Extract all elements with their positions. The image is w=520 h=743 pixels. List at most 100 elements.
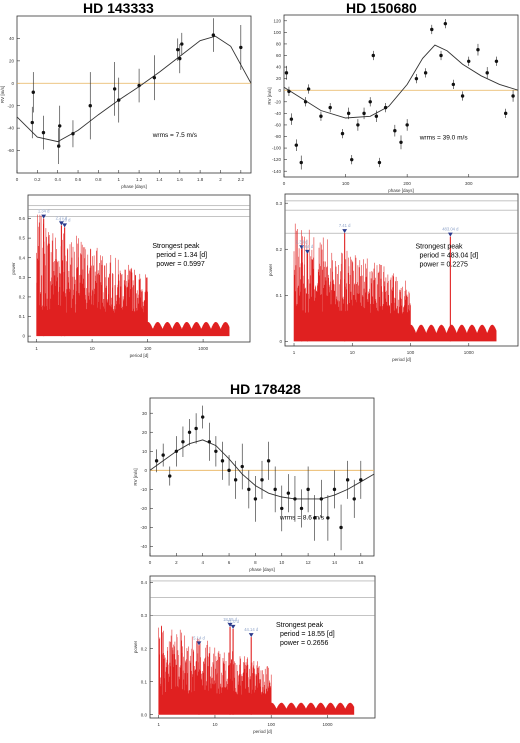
pg178428-info-line: power = 0.2656 (280, 640, 329, 647)
rv178428-data-point (306, 466, 310, 513)
pg150680-xtick-label: 1000 (464, 350, 475, 355)
rv150680-data-point (287, 86, 291, 96)
pg150680-peak-marker (299, 245, 305, 250)
rv150680-axes: 0 100 200 300 -140 -120 -100 -80 -60 -40 -20 0 20 40 6… (267, 14, 519, 193)
pg178428-xtick-label: 1 (157, 722, 160, 727)
pg178428-ytick-label: 0.0 (141, 712, 148, 717)
pg143333-xtick-label: 1000 (198, 346, 209, 351)
pg178428-xtick-label: 10 (212, 722, 218, 727)
rv150680-data-point (294, 139, 299, 151)
pg143333-ytick-label: 0.6 (19, 216, 26, 221)
pg150680-xtick-label: 1 (293, 350, 296, 355)
rv143333-ytick-label: 0 (11, 81, 14, 86)
rv178428-ytick-label: -40 (140, 544, 147, 549)
pg143333-periodogram (36, 214, 230, 337)
pg150680-peak-marker (342, 229, 348, 234)
rv150680-data-point (399, 135, 403, 150)
rv150680-ytick-label: -40 (274, 111, 281, 116)
rv150680-data-point (511, 90, 515, 102)
rv178428-data-point (266, 441, 271, 480)
pg178428-peak-marker (227, 622, 233, 627)
rv178428-xtick-label: 14 (332, 560, 338, 565)
rv150680-data-point (393, 124, 397, 137)
pg143333-xtick-label: 10 (90, 346, 96, 351)
pg150680-peak-label: 483.04 d (442, 227, 459, 232)
rv150680-data-point (306, 84, 311, 94)
rv150680-data-point (383, 102, 388, 113)
rv143333-xtick-label: 0.6 (75, 177, 82, 182)
pg143333-frame (27, 194, 251, 343)
pg143333-peak-marker (41, 214, 47, 219)
pg143333-xtick-label: 100 (144, 346, 152, 351)
rv150680-ytick-label: -20 (274, 99, 281, 104)
pg150680-peak-label: 1.33 d (296, 239, 308, 244)
pg178428-info-line: period = 18.55 [d] (280, 631, 335, 638)
rv178428-xtick-label: 10 (279, 560, 285, 565)
pg178428-xlabel: period [d] (253, 729, 272, 734)
pg143333-ytick-label: 0.3 (19, 275, 26, 280)
rv150680-data-point (340, 128, 345, 139)
rv178428-wrms-annotation: wrms = 8.6 m/s (279, 515, 325, 522)
rv143333-xtick-label: 1.8 (197, 177, 204, 182)
rv150680-model-curve (283, 44, 519, 119)
rv150680-xtick-label: 200 (403, 181, 411, 186)
rv178428-ytick-label: 10 (142, 449, 148, 454)
pg178428-frame (149, 575, 376, 719)
rv150680-data-point (328, 102, 332, 113)
pg143333-peak-label: 1.34 d (38, 209, 50, 214)
rv150680-data-point (346, 107, 351, 120)
pg143333-ytick-label: 0.4 (19, 255, 26, 260)
rv150680-data-point (430, 24, 434, 35)
rv143333-xtick-label: 0.4 (55, 177, 62, 182)
rv178428-data-point (187, 418, 192, 446)
rv150680-ylabel: RV [m/s] (267, 87, 272, 104)
rv143333-data-point (176, 38, 180, 61)
rv150680-data-point (443, 19, 448, 29)
rv150680-ytick-label: -60 (274, 123, 281, 128)
pg150680-peak-marker (447, 232, 453, 237)
rv178428-data-point (233, 460, 238, 499)
pg143333-peak-marker (59, 221, 64, 226)
pg150680-ytick-label: 0 (279, 339, 282, 344)
pg150680-ytick-label: 0.1 (276, 293, 283, 298)
rv143333-xtick-label: 2 (219, 177, 222, 182)
rv150680-data-point (284, 65, 289, 80)
pg178428-axes: 1 10 100 1000 0.0 0.1 0.2 0.3 0.4 period [d] power (133, 575, 376, 734)
rv143333-axes: 0 0.2 0.4 0.6 0.8 1 1.2 1.4 1.6 1.8 2 2.2 -60 -40 -20 0… (0, 15, 252, 189)
rv178428-data-point (220, 441, 225, 480)
rv178428-axes: 0 2 4 6 8 10 12 14 16 -40 -30 -20 -10 0 10 20 30 phase [d… (133, 397, 375, 572)
rv150680-ytick-label: 40 (276, 65, 282, 70)
rv178428-xtick-label: 8 (254, 560, 257, 565)
rv143333-xlabel: phase [days] (121, 184, 147, 189)
rv150680-data-point (299, 155, 303, 170)
rv150680-frame (283, 14, 519, 178)
rv143333-frame (16, 15, 252, 174)
pg178428-peak-marker (230, 624, 236, 629)
rv150680-data-point (460, 91, 465, 101)
rv143333-data-point (180, 32, 184, 56)
rv178428-data-point (260, 460, 264, 499)
rv150680-ytick-label: 120 (273, 18, 281, 23)
rv178428-data-point (359, 460, 363, 499)
rv150680-data-point (423, 68, 428, 78)
rv143333-ytick-label: -60 (7, 148, 14, 153)
rv143333-data-point (58, 105, 62, 147)
rv143333-wrms-annotation: wrms = 7.5 m/s (152, 132, 198, 139)
rv178428-data-point (174, 436, 179, 467)
pg178428-peak-label: 21.0 d (227, 619, 239, 624)
pg150680-xtick-label: 100 (407, 350, 415, 355)
pg143333-ytick-label: 0.2 (19, 295, 26, 300)
rv178428-data-point (273, 466, 277, 513)
rv150680-ytick-label: -140 (272, 169, 282, 174)
rv178428-data-point (339, 504, 343, 551)
pg178428-ytick-label: 0.1 (141, 679, 148, 684)
rv150680-data-point (356, 119, 360, 131)
rv178428-xlabel: phase [days] (249, 567, 275, 572)
rv178428-ytick-label: 30 (142, 411, 148, 416)
rv178428-data-point (299, 489, 304, 528)
pg143333-ylabel: power (11, 262, 16, 275)
pg150680-ylabel: power (268, 263, 273, 276)
rv143333-xtick-label: 1.4 (156, 177, 163, 182)
rv178428-xtick-label: 6 (228, 560, 231, 565)
pg178428-peak-marker (248, 633, 254, 638)
